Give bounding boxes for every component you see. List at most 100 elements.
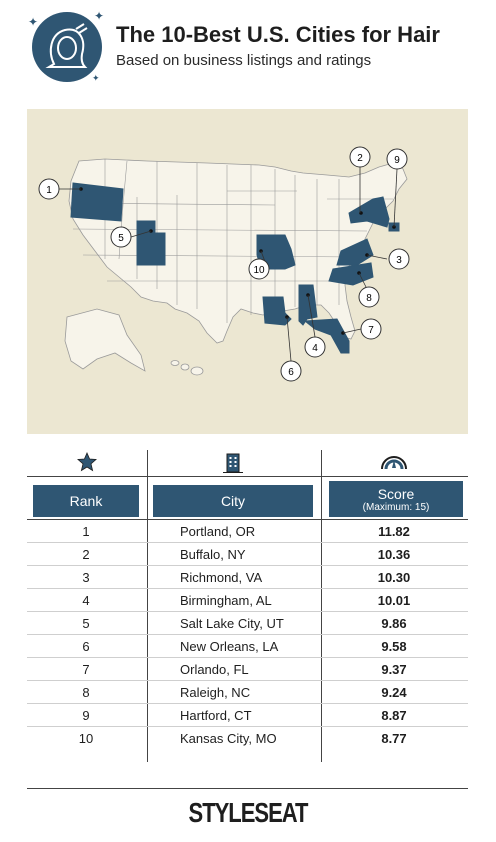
marker-label: 6 (288, 367, 294, 378)
cell-city: Kansas City, MO (180, 731, 277, 746)
cell-city: New Orleans, LA (180, 639, 279, 654)
header-city: City (153, 485, 313, 517)
state-alabama (298, 284, 318, 326)
cell-rank: 9 (82, 708, 90, 723)
marker-4: 4 (304, 336, 326, 358)
table-row: 3 Richmond, VA 10.30 (27, 566, 468, 589)
header-score: Score (Maximum: 15) (329, 481, 463, 517)
sparkle-icon: ✦ (94, 9, 105, 23)
sparkle-icon: ✦ (28, 15, 39, 29)
table-row: 6 New Orleans, LA 9.58 (27, 635, 468, 658)
state-missouri (256, 234, 296, 270)
header-city-label: City (220, 493, 246, 509)
cell-city: Raleigh, NC (180, 685, 251, 700)
marker-6: 6 (280, 360, 302, 382)
cell-rank: 10 (78, 731, 94, 746)
cell-city: Richmond, VA (180, 570, 263, 585)
highlighted-states (70, 182, 400, 354)
cell-score: 9.37 (381, 662, 407, 677)
marker-8: 8 (358, 286, 380, 308)
marker-label: 9 (394, 155, 400, 166)
table-row: 4 Birmingham, AL 10.01 (27, 589, 468, 612)
us-map: 1 2 3 4 5 6 7 8 9 10 (27, 109, 468, 434)
marker-3: 3 (388, 248, 410, 270)
table-row: 7 Orlando, FL 9.37 (27, 658, 468, 681)
marker-label: 3 (396, 255, 402, 266)
cell-score: 8.77 (381, 731, 407, 746)
state-new-york (348, 196, 390, 228)
marker-label: 10 (253, 265, 265, 276)
column-divider (321, 450, 322, 762)
state-oregon (70, 182, 124, 222)
state-louisiana (262, 296, 292, 326)
marker-1: 1 (38, 178, 60, 200)
table-row: 1 Portland, OR 11.82 (27, 520, 468, 543)
cell-score: 11.82 (378, 524, 410, 539)
sparkle-icon: ✦ (92, 73, 100, 83)
footer-divider (27, 788, 468, 789)
table-row: 9 Hartford, CT 8.87 (27, 704, 468, 727)
header-score-label: Score (377, 485, 415, 502)
cell-rank: 5 (82, 616, 90, 631)
cell-score: 9.24 (381, 685, 407, 700)
leader-lines (59, 167, 398, 362)
header: ✦ ✦ ✦ The 10-Best U.S. Cities for Hair B… (0, 0, 496, 96)
cell-city: Buffalo, NY (180, 547, 246, 562)
rankings-table: Rank City Score (Maximum: 15) 1 Portland,… (27, 450, 468, 762)
marker-label: 7 (368, 325, 374, 336)
gauge-icon (381, 456, 407, 470)
alaska (64, 308, 146, 372)
header-rank: Rank (33, 485, 139, 517)
marker-7: 7 (360, 318, 382, 340)
cell-score: 10.01 (377, 593, 411, 608)
cell-city: Birmingham, AL (180, 593, 272, 608)
map-markers: 1 2 3 4 5 6 7 8 9 10 (38, 146, 410, 382)
cell-rank: 6 (82, 639, 90, 654)
woman-hair-icon (32, 12, 102, 82)
cell-score: 10.30 (377, 570, 411, 585)
building-icon (223, 453, 243, 473)
hawaii (170, 360, 204, 376)
marker-label: 5 (118, 233, 124, 244)
cell-city: Portland, OR (180, 524, 256, 539)
star-icon (77, 452, 97, 472)
cell-score: 10.36 (377, 547, 411, 562)
cell-rank: 7 (82, 662, 90, 677)
table-body: 1 Portland, OR 11.82 2 Buffalo, NY 10.36 3 Ri… (27, 450, 468, 762)
table-row: 10 Kansas City, MO 8.77 (27, 727, 468, 750)
state-florida (303, 318, 350, 354)
header-score-sub: (Maximum: 15) (362, 501, 430, 513)
marker-label: 2 (357, 153, 363, 164)
marker-label: 8 (366, 293, 372, 304)
cell-city: Salt Lake City, UT (180, 616, 284, 631)
cell-city: Hartford, CT (180, 708, 252, 723)
marker-5: 5 (110, 226, 132, 248)
marker-10: 10 (248, 258, 270, 280)
marker-9: 9 (386, 148, 408, 170)
table-row: 2 Buffalo, NY 10.36 (27, 543, 468, 566)
page-title: The 10-Best U.S. Cities for Hair (116, 22, 440, 47)
cell-city: Orlando, FL (180, 662, 249, 677)
cell-score: 9.58 (381, 639, 407, 654)
cell-rank: 2 (82, 547, 90, 562)
page-subtitle: Based on business listings and ratings (116, 52, 372, 69)
column-divider (147, 450, 148, 762)
header-rank-label: Rank (69, 493, 103, 509)
table-row: 5 Salt Lake City, UT 9.86 (27, 612, 468, 635)
table-row: 8 Raleigh, NC 9.24 (27, 681, 468, 704)
marker-label: 1 (46, 185, 52, 196)
cell-rank: 3 (82, 570, 90, 585)
cell-rank: 8 (82, 685, 90, 700)
marker-label: 4 (312, 343, 318, 354)
table-header: Rank City Score (Maximum: 15) (27, 476, 468, 520)
marker-2: 2 (349, 146, 371, 168)
brand-logo: STYLESEAT (188, 796, 309, 828)
state-utah (136, 220, 166, 266)
cell-rank: 4 (82, 593, 90, 608)
cell-score: 8.87 (381, 708, 407, 723)
state-virginia (336, 238, 374, 266)
cell-rank: 1 (82, 524, 90, 539)
us-map-svg: 1 2 3 4 5 6 7 8 9 10 (38, 146, 410, 382)
cell-score: 9.86 (381, 616, 407, 631)
column-icons (27, 450, 468, 476)
